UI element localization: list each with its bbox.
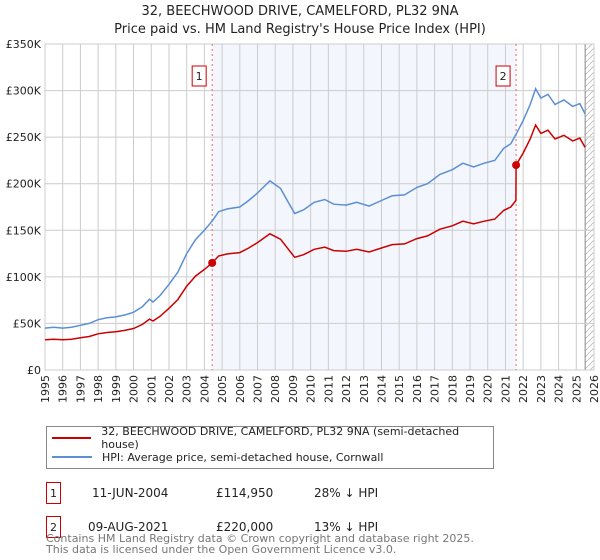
x-tick-label: 2010 — [305, 375, 318, 403]
x-tick-label: 2001 — [145, 375, 158, 403]
x-tick-label: 1995 — [39, 375, 52, 403]
sale-date: 11-JUN-2004 — [92, 486, 169, 500]
legend: 32, BEECHWOOD DRIVE, CAMELFORD, PL32 9NA… — [46, 425, 494, 469]
x-tick-label: 2007 — [252, 375, 265, 403]
hatched-forecast-region — [585, 44, 594, 370]
x-tick-label: 2005 — [216, 375, 229, 403]
legend-item-hpi: HPI: Average price, semi-detached house,… — [47, 448, 383, 466]
x-tick-label: 2000 — [128, 375, 141, 403]
x-tick-label: 2017 — [429, 375, 442, 403]
x-tick-label: 2018 — [446, 375, 459, 403]
sale-label: 2 — [500, 70, 507, 83]
x-tick-label: 2015 — [393, 375, 406, 403]
x-tick-label: 2023 — [535, 375, 548, 403]
x-tick-label: 2009 — [287, 375, 300, 403]
blue-line-swatch — [52, 456, 92, 458]
x-tick-label: 2002 — [163, 375, 176, 403]
transaction-row: 2 09-AUG-2021 £220,000 13% ↓ HPI — [46, 516, 546, 538]
x-tick-label: 2006 — [234, 375, 247, 403]
legend-label: HPI: Average price, semi-detached house,… — [102, 450, 384, 464]
sale-label: 1 — [196, 70, 203, 83]
y-tick-label: £300K — [6, 85, 42, 98]
y-tick-label: £200K — [6, 178, 42, 191]
y-tick-label: £50K — [13, 317, 42, 330]
marker-badge: 1 — [46, 482, 61, 504]
x-tick-label: 1997 — [74, 375, 87, 403]
hpi-line — [44, 86, 586, 329]
x-tick-label: 1996 — [57, 375, 70, 403]
hpi-diff: 28% ↓ HPI — [314, 486, 379, 500]
x-tick-label: 2011 — [322, 375, 335, 403]
x-tick-label: 2013 — [358, 375, 371, 403]
x-tick-label: 2025 — [570, 375, 583, 403]
sale-price: £114,950 — [216, 486, 274, 500]
x-tick-label: 2008 — [269, 375, 282, 403]
plot-border — [44, 43, 595, 371]
x-tick-label: 2026 — [588, 375, 600, 403]
copyright-line: Contains HM Land Registry data © Crown c… — [46, 532, 474, 545]
price-chart: 1995 1996 1997 1998 1999 2000 2001 2002 2003 2004… — [6, 38, 600, 403]
x-tick-label: 2012 — [340, 375, 353, 403]
x-tick-label: 2022 — [517, 375, 530, 403]
x-tick-label: 2024 — [553, 375, 566, 403]
sale-label-box — [191, 65, 207, 87]
x-tick-label: 2016 — [411, 375, 424, 403]
x-tick-label: 1998 — [92, 375, 105, 403]
red-line-swatch — [52, 437, 92, 439]
chart-subtitle: Price paid vs. HM Land Registry's House … — [114, 22, 486, 37]
chart-title: 32, BEECHWOOD DRIVE, CAMELFORD, PL32 9NA — [141, 4, 459, 19]
price-paid-line — [44, 123, 586, 341]
y-tick-label: £150K — [6, 224, 42, 237]
legend-label: 32, BEECHWOOD DRIVE, CAMELFORD, PL32 9NA… — [101, 425, 460, 451]
x-tick-label: 2019 — [464, 375, 477, 403]
marker-badge: 2 — [46, 516, 61, 538]
x-tick-label: 1999 — [110, 375, 123, 403]
x-tick-label: 2004 — [198, 375, 211, 403]
sale-date: 09-AUG-2021 — [88, 520, 169, 534]
y-tick-label: £350K — [6, 38, 42, 51]
x-tick-label: 2020 — [482, 375, 495, 403]
footer: Contains HM Land Registry data © Crown c… — [46, 533, 474, 555]
x-tick-label: 2014 — [375, 375, 388, 403]
y-tick-label: £100K — [6, 271, 42, 284]
sale-point — [512, 161, 521, 170]
sale-label-box — [495, 65, 511, 87]
x-tick-label: 2003 — [181, 375, 194, 403]
sale-point — [208, 258, 217, 267]
sale-price: £220,000 — [216, 520, 274, 534]
hpi-diff: 13% ↓ HPI — [314, 520, 379, 534]
licence-line: This data is licensed under the Open Gov… — [46, 543, 397, 556]
y-tick-label: £0 — [27, 364, 41, 377]
x-tick-label: 2021 — [499, 375, 512, 403]
legend-item-property: 32, BEECHWOOD DRIVE, CAMELFORD, PL32 9NA… — [47, 425, 493, 451]
transaction-row: 1 11-JUN-2004 £114,950 28% ↓ HPI — [46, 482, 546, 504]
y-tick-label: £250K — [6, 131, 42, 144]
